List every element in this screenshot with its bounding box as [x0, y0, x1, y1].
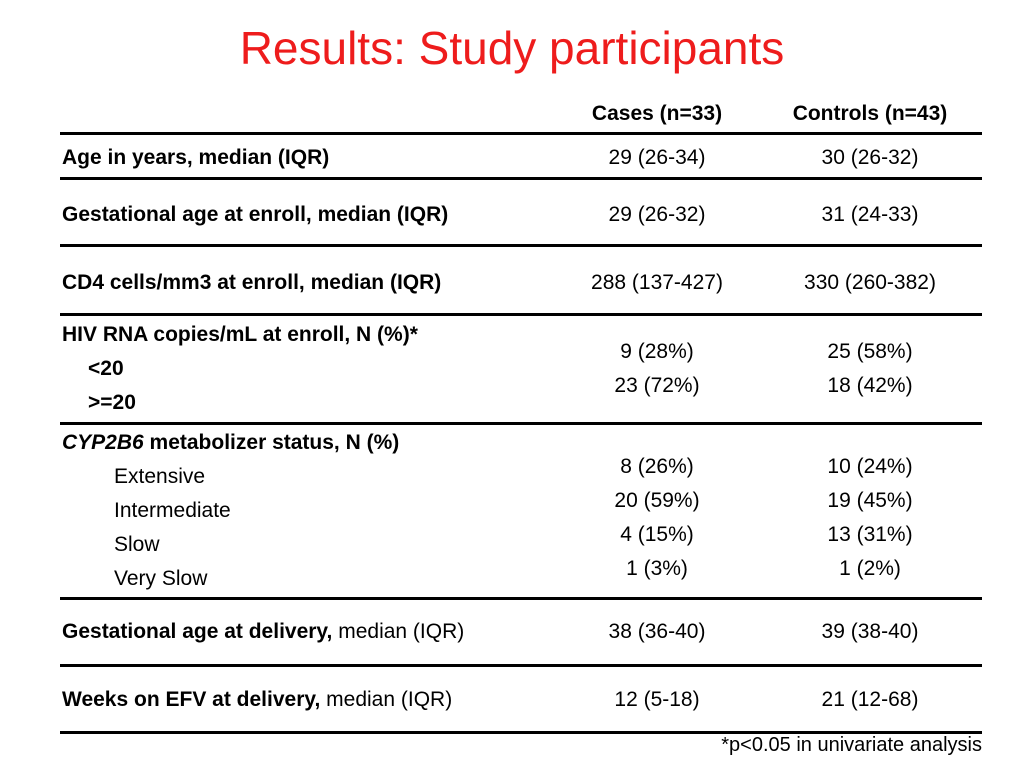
header-controls: Controls (n=43)	[792, 102, 948, 125]
row-label-rest: metabolizer status, N (%)	[143, 431, 400, 454]
cases-value: 8 (26%)	[620, 455, 694, 478]
cases-value: 288 (137-427)	[591, 271, 723, 294]
cases-value: 38 (36-40)	[608, 620, 706, 643]
controls-value: 18 (42%)	[827, 374, 913, 397]
cases-value: 29 (26-34)	[608, 146, 706, 169]
sub-label: <20	[88, 357, 124, 380]
sub-label: Slow	[114, 533, 160, 556]
controls-value: 21 (12-68)	[821, 688, 919, 711]
controls-value: 10 (24%)	[827, 455, 913, 478]
divider	[60, 313, 982, 316]
controls-values: 25 (58%) 18 (42%)	[765, 335, 975, 403]
controls-value: 31 (24-33)	[821, 203, 919, 226]
divider	[60, 244, 982, 247]
gene-name: CYP2B6	[62, 431, 144, 454]
row-label-group: CYP2B6 metabolizer status, N (%) Extensi…	[62, 426, 399, 596]
divider	[60, 664, 982, 667]
row-label-bold: Weeks on EFV at delivery,	[62, 688, 321, 711]
sub-label: Very Slow	[114, 567, 208, 590]
sub-label: >=20	[88, 391, 136, 414]
row-label-rest: median (IQR)	[332, 620, 465, 643]
row-label-group: HIV RNA copies/mL at enroll, N (%)* <20 …	[62, 318, 418, 420]
sub-label: Extensive	[114, 465, 206, 488]
cases-value: 9 (28%)	[620, 340, 694, 363]
divider	[60, 731, 982, 734]
row-label-bold: Gestational age at delivery,	[62, 620, 333, 643]
cases-value: 12 (5-18)	[614, 688, 700, 711]
row-label: CYP2B6 metabolizer status, N (%)	[62, 426, 399, 460]
cases-value: 23 (72%)	[614, 374, 700, 397]
controls-value: 330 (260-382)	[804, 271, 936, 294]
divider	[60, 177, 982, 180]
row-label: CD4 cells/mm3 at enroll, median (IQR)	[62, 271, 442, 294]
row-label-rest: median (IQR)	[320, 688, 453, 711]
header-cases: Cases (n=33)	[591, 102, 723, 125]
participants-table: Cases (n=33) Controls (n=43) Age in year…	[60, 100, 982, 734]
sub-label: Intermediate	[114, 499, 231, 522]
controls-values: 10 (24%) 19 (45%) 13 (31%) 1 (2%)	[765, 450, 975, 586]
row-label: Weeks on EFV at delivery, median (IQR)	[62, 688, 452, 712]
controls-value: 19 (45%)	[827, 489, 913, 512]
row-label: Age in years, median (IQR)	[62, 146, 330, 169]
table-header: Cases (n=33) Controls (n=43)	[60, 100, 982, 130]
slide-title: Results: Study participants	[239, 22, 785, 74]
controls-value: 39 (38-40)	[821, 620, 919, 643]
row-label: Gestational age at enroll, median (IQR)	[62, 203, 449, 226]
cases-value: 20 (59%)	[614, 489, 700, 512]
controls-value: 25 (58%)	[827, 340, 913, 363]
row-label: HIV RNA copies/mL at enroll, N (%)*	[62, 323, 418, 346]
row-label: Gestational age at delivery, median (IQR…	[62, 620, 464, 644]
cases-values: 9 (28%) 23 (72%)	[557, 335, 757, 403]
cases-values: 8 (26%) 20 (59%) 4 (15%) 1 (3%)	[557, 450, 757, 586]
controls-value: 13 (31%)	[827, 523, 913, 546]
controls-value: 1 (2%)	[839, 557, 901, 580]
controls-value: 30 (26-32)	[821, 146, 919, 169]
cases-value: 4 (15%)	[620, 523, 694, 546]
divider	[60, 422, 982, 425]
divider	[60, 132, 982, 135]
cases-value: 1 (3%)	[626, 557, 688, 580]
cases-value: 29 (26-32)	[608, 203, 706, 226]
footnote: *p<0.05 in univariate analysis	[721, 734, 982, 756]
divider	[60, 597, 982, 600]
